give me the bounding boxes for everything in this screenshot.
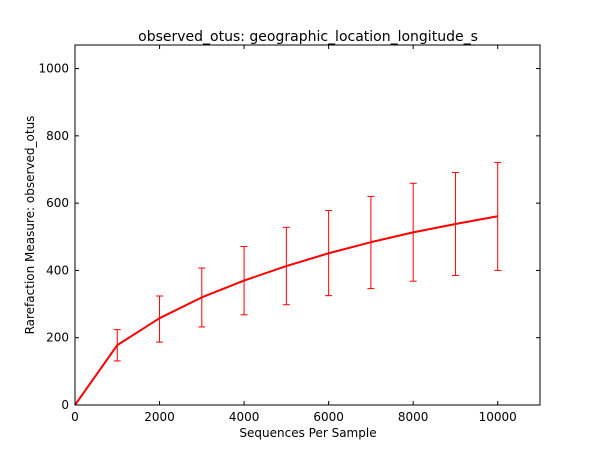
x-tick-label: 4000: [229, 410, 260, 424]
y-axis: 0 200 400 600 800 1000: [38, 62, 540, 412]
x-tick-label: 8000: [398, 410, 429, 424]
plot-frame: [74, 44, 541, 406]
y-tick-label: 200: [46, 331, 69, 345]
y-tick-label: 800: [46, 129, 69, 143]
x-tick-label: 6000: [313, 410, 344, 424]
x-axis: 0 2000 4000 6000 8000 10000: [71, 45, 517, 424]
y-axis-label: Rarefaction Measure: observed_otus: [23, 116, 37, 335]
x-tick-label: 2000: [144, 410, 175, 424]
y-tick-label: 600: [46, 196, 69, 210]
x-tick-label: 0: [71, 410, 79, 424]
y-tick-label: 1000: [38, 62, 69, 76]
y-tick-label: 400: [46, 263, 69, 277]
x-tick-label: 10000: [479, 410, 517, 424]
series-line: [74, 215, 498, 406]
y-tick-label: 0: [61, 398, 69, 412]
plot-area: [74, 44, 541, 406]
x-axis-label: Sequences Per Sample: [239, 426, 376, 440]
chart-title: observed_otus: geographic_location_longi…: [138, 29, 478, 45]
